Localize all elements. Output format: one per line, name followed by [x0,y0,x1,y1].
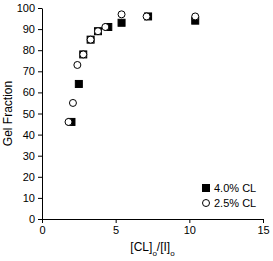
point [118,19,125,26]
tick: 30 [23,150,42,162]
tick-label: 20 [23,171,35,183]
series [68,13,199,126]
tick-label: 10 [184,224,196,236]
marks [65,11,199,126]
point [80,51,87,58]
tick-mark [38,219,42,220]
point [87,36,94,43]
tick-mark [38,8,42,9]
tick-mark [189,219,190,223]
series [65,11,199,126]
tick: 10 [184,219,196,236]
tick-mark [38,177,42,178]
tick-label: 15 [257,224,269,236]
tick: 60 [23,86,42,98]
point [94,28,101,35]
tick-mark [116,219,117,223]
tick-mark [38,156,42,157]
plot-area: 0 5 10 15 0 10 20 30 40 50 60 70 80 90 100 4.0% CL 2.5% … [17,2,270,236]
legend: 4.0% CL 2.5% CL [203,182,257,209]
legend-symbol [203,200,210,207]
point [75,80,82,87]
legend-entry: 4.0% CL [203,182,257,194]
tick-mark [38,71,42,72]
legend-label: 4.0% CL [214,182,256,194]
point [74,61,81,68]
tick-label: 40 [23,129,35,141]
tick-mark [263,219,264,223]
point [94,28,101,35]
tick-label: 10 [23,192,35,204]
point [87,36,94,43]
tick-label: 70 [23,65,35,77]
tick: 0 [29,213,42,225]
y-axis: 0 10 20 30 40 50 60 70 80 90 100 [17,2,43,225]
legend-symbol [203,185,210,192]
tick: 40 [23,129,42,141]
tick-mark [38,92,42,93]
tick-label: 60 [23,86,35,98]
tick: 10 [23,192,42,204]
chart: 0 5 10 15 0 10 20 30 40 50 60 70 80 90 100 4.0% CL 2.5% … [0,0,273,261]
tick-label: 30 [23,150,35,162]
tick-label: 0 [29,213,35,225]
point [80,51,87,58]
point [118,11,125,18]
tick-label: 80 [23,44,35,56]
tick-label: 50 [23,108,35,120]
x-axis: 0 5 10 15 [39,219,269,236]
tick-mark [38,29,42,30]
point [143,13,150,20]
axis-line [43,219,264,220]
tick-mark [38,114,42,115]
tick: 20 [23,171,42,183]
y-axis-title: Gel Fraction [1,81,15,146]
legend-label: 2.5% CL [214,197,256,209]
axis-line [42,9,43,220]
tick: 50 [23,108,42,120]
tick-mark [38,135,42,136]
point [102,23,109,30]
tick: 0 [39,219,45,236]
tick-mark [38,50,42,51]
tick-label: 5 [113,224,119,236]
tick: 100 [17,2,42,14]
tick: 15 [257,219,269,236]
tick-label: 90 [23,23,35,35]
tick: 70 [23,65,42,77]
tick: 90 [23,23,42,35]
x-axis-title: [CL]o/[I]o [130,240,175,258]
tick-mark [42,219,43,223]
point [69,99,76,106]
point [192,13,199,20]
tick-label: 0 [39,224,45,236]
tick: 80 [23,44,42,56]
tick-label: 100 [17,2,35,14]
legend-entry: 2.5% CL [203,197,257,209]
point [65,118,72,125]
tick-mark [38,198,42,199]
tick: 5 [113,219,119,236]
